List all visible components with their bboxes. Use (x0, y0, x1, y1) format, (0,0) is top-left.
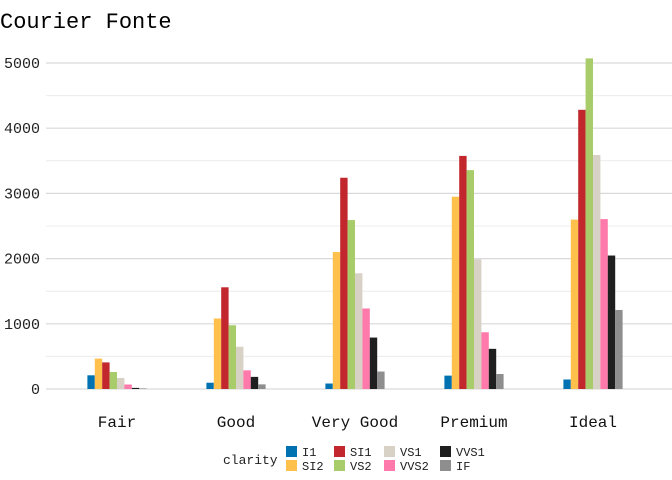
y-tick-label: 5000 (4, 56, 40, 73)
bar-vvs2-premium (481, 332, 489, 389)
bar-vs1-ideal (593, 155, 601, 389)
x-tick-label: Ideal (569, 414, 617, 432)
bar-i1-good (206, 382, 214, 389)
legend-label-vvs1: VVS1 (456, 446, 485, 460)
bar-vvs1-ideal (607, 255, 616, 389)
x-axis-ticks: Fair Good Very Good Premium Ideal (98, 414, 617, 432)
bar-vvs2-fair (124, 384, 132, 389)
bar-si2-fair (94, 358, 103, 389)
y-tick-label: 1000 (4, 317, 40, 334)
y-tick-label: 4000 (4, 121, 40, 138)
y-tick-label: 3000 (4, 186, 40, 203)
x-tick-label: Premium (440, 414, 507, 432)
bar-vvs2-very-good (362, 308, 370, 389)
bar-si2-ideal (570, 219, 579, 389)
bar-vs1-good (236, 346, 244, 389)
legend-title: clarity (223, 453, 278, 468)
bar-if-ideal (615, 309, 623, 389)
bars (87, 58, 623, 390)
bar-si2-very-good (332, 252, 341, 389)
legend-label-vvs2: VVS2 (400, 460, 429, 474)
bar-vs1-fair (117, 377, 125, 389)
y-axis-ticks: 0 1000 2000 3000 4000 5000 (4, 56, 40, 399)
bar-vvs2-ideal (600, 219, 608, 389)
bar-vs1-premium (474, 259, 482, 389)
bar-si1-very-good (340, 177, 348, 389)
y-tick-label: 0 (31, 382, 40, 399)
legend-key-vs1 (384, 446, 395, 457)
bar-i1-premium (444, 375, 452, 389)
bar-if-fair (139, 388, 147, 389)
legend-label-si2: SI2 (302, 460, 324, 474)
bar-vvs1-very-good (369, 337, 378, 389)
bar-vvs1-fair (131, 387, 140, 389)
bar-si1-ideal (578, 109, 586, 389)
bar-si1-premium (459, 155, 467, 389)
bar-si2-good (213, 318, 222, 389)
y-tick-label: 2000 (4, 252, 40, 269)
bar-vs1-very-good (355, 273, 363, 389)
bar-i1-very-good (325, 383, 333, 389)
bar-si2-premium (451, 196, 460, 389)
bar-vs2-premium (466, 170, 474, 389)
bar-if-good (258, 384, 266, 389)
bar-vvs1-premium (488, 348, 497, 389)
legend-label-i1: I1 (302, 446, 316, 460)
bar-if-premium (496, 374, 504, 389)
legend-key-si2 (286, 460, 297, 471)
legend-label-if: IF (456, 460, 470, 474)
bar-vs2-very-good (347, 220, 355, 389)
x-tick-label: Good (217, 414, 255, 432)
bar-vs2-ideal (585, 58, 593, 390)
bar-vs2-fair (109, 371, 117, 389)
x-tick-label: Fair (98, 414, 136, 432)
chart-title: Courier Fonte (0, 10, 172, 35)
bar-i1-fair (87, 375, 95, 389)
bar-vvs2-good (243, 370, 251, 389)
legend-key-si1 (334, 446, 345, 457)
legend-label-vs1: VS1 (400, 446, 422, 460)
bar-vvs1-good (250, 376, 259, 389)
legend-label-si1: SI1 (350, 446, 372, 460)
bar-si1-fair (102, 362, 110, 389)
legend-key-vvs1 (440, 446, 451, 457)
x-tick-label: Very Good (312, 414, 398, 432)
legend-key-vs2 (334, 460, 345, 471)
legend-key-if (440, 460, 451, 471)
bar-if-very-good (377, 371, 385, 389)
legend-key-vvs2 (384, 460, 395, 471)
legend-label-vs2: VS2 (350, 460, 372, 474)
bar-si1-good (221, 287, 229, 389)
legend-key-i1 (286, 446, 297, 457)
bar-vs2-good (228, 325, 236, 389)
bar-i1-ideal (563, 379, 571, 389)
